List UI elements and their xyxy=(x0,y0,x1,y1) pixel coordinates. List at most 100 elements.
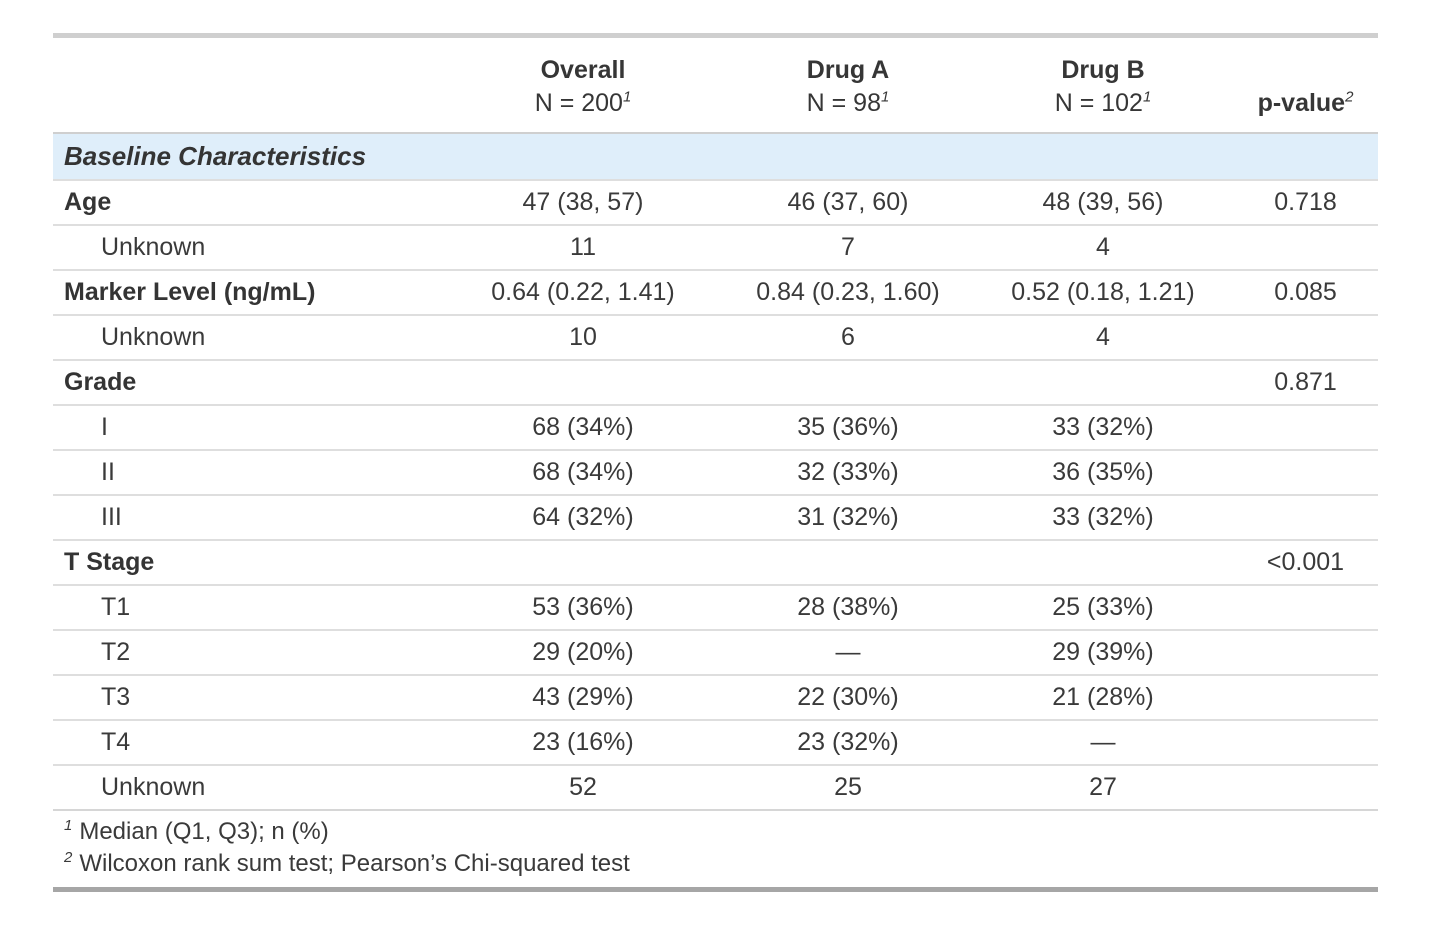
footnote-text: Median (Q1, Q3); n (%) xyxy=(79,818,329,845)
overall-cell: 10 xyxy=(443,314,723,360)
drug-b-cell: 25 (33%) xyxy=(973,584,1233,630)
footnote-mark: 1 xyxy=(622,88,632,106)
drug-a-cell: 46 (37, 60) xyxy=(723,179,973,225)
table-row: III 64 (32%) 31 (32%) 33 (32%) xyxy=(53,494,1378,540)
overall-cell: 29 (20%) xyxy=(443,629,723,675)
table-row: T4 23 (16%) 23 (32%) — xyxy=(53,719,1378,765)
table-row: T1 53 (36%) 28 (38%) 25 (33%) xyxy=(53,584,1378,630)
row-label-cell: I xyxy=(53,404,443,450)
drug-b-cell: — xyxy=(973,719,1233,765)
p-value-cell xyxy=(1233,404,1378,450)
table-row: T2 29 (20%) — 29 (39%) xyxy=(53,629,1378,675)
column-header-overall: Overall N = 2001 xyxy=(443,35,723,134)
table-header: Overall N = 2001 Drug A N = 981 Drug B N… xyxy=(53,35,1378,134)
column-title: Overall xyxy=(540,56,626,84)
stub-header-cell xyxy=(53,35,443,134)
drug-a-cell: — xyxy=(723,629,973,675)
row-label-cell: T2 xyxy=(53,629,443,675)
drug-b-cell: 33 (32%) xyxy=(973,494,1233,540)
drug-b-cell: 21 (28%) xyxy=(973,674,1233,720)
column-subtitle: N = 1021 xyxy=(1054,88,1152,117)
overall-cell: 43 (29%) xyxy=(443,674,723,720)
drug-b-cell xyxy=(973,539,1233,585)
drug-b-cell: 0.52 (0.18, 1.21) xyxy=(973,269,1233,315)
column-header-drug-a: Drug A N = 981 xyxy=(723,35,973,134)
column-header-p-value: p-value2 xyxy=(1233,35,1378,134)
table-row: II 68 (34%) 32 (33%) 36 (35%) xyxy=(53,449,1378,495)
p-value-cell xyxy=(1233,494,1378,540)
table-body: Age 47 (38, 57) 46 (37, 60) 48 (39, 56) … xyxy=(53,179,1378,810)
footnote-mark: 1 xyxy=(1142,88,1152,106)
p-value-cell xyxy=(1233,629,1378,675)
table-row: Unknown 11 7 4 xyxy=(53,224,1378,270)
footnote-mark: 1 xyxy=(881,88,890,106)
drug-a-cell: 28 (38%) xyxy=(723,584,973,630)
drug-a-cell: 23 (32%) xyxy=(723,719,973,765)
drug-b-cell: 4 xyxy=(973,224,1233,270)
overall-cell: 68 (34%) xyxy=(443,449,723,495)
overall-cell: 0.64 (0.22, 1.41) xyxy=(443,269,723,315)
p-value-cell xyxy=(1233,224,1378,270)
footnote-mark: 2 xyxy=(64,849,73,866)
column-subtitle: N = 981 xyxy=(806,88,890,117)
table-row: Age 47 (38, 57) 46 (37, 60) 48 (39, 56) … xyxy=(53,179,1378,225)
footnote-row: 2 Wilcoxon rank sum test; Pearson’s Chi-s… xyxy=(53,848,1378,890)
overall-cell: 64 (32%) xyxy=(443,494,723,540)
row-label-cell: T4 xyxy=(53,719,443,765)
overall-cell xyxy=(443,359,723,405)
drug-a-cell: 25 xyxy=(723,764,973,810)
p-value-cell: <0.001 xyxy=(1233,539,1378,585)
drug-b-cell: 27 xyxy=(973,764,1233,810)
column-title: p-value xyxy=(1257,89,1346,117)
p-value-cell xyxy=(1233,674,1378,720)
group-header-label: Baseline Characteristics xyxy=(53,133,1378,180)
drug-a-cell: 0.84 (0.23, 1.60) xyxy=(723,269,973,315)
drug-a-cell xyxy=(723,539,973,585)
column-title: Drug B xyxy=(1061,56,1145,84)
p-value-cell xyxy=(1233,584,1378,630)
table-footnotes: 1 Median (Q1, Q3); n (%) 2 Wilcoxon rank s… xyxy=(53,809,1378,890)
p-value-cell xyxy=(1233,449,1378,495)
overall-cell: 23 (16%) xyxy=(443,719,723,765)
overall-cell: 47 (38, 57) xyxy=(443,179,723,225)
overall-cell xyxy=(443,539,723,585)
drug-b-cell: 4 xyxy=(973,314,1233,360)
table-row: Unknown 52 25 27 xyxy=(53,764,1378,810)
row-label-cell: Unknown xyxy=(53,224,443,270)
overall-cell: 68 (34%) xyxy=(443,404,723,450)
drug-a-cell xyxy=(723,359,973,405)
column-header-drug-b: Drug B N = 1021 xyxy=(973,35,1233,134)
table-row: T3 43 (29%) 22 (30%) 21 (28%) xyxy=(53,674,1378,720)
row-label-cell: T3 xyxy=(53,674,443,720)
row-label-cell: III xyxy=(53,494,443,540)
row-label-cell: Grade xyxy=(53,359,443,405)
table-row: T Stage <0.001 xyxy=(53,539,1378,585)
drug-a-cell: 22 (30%) xyxy=(723,674,973,720)
footnote-text: Wilcoxon rank sum test; Pearson’s Chi-sq… xyxy=(79,850,630,877)
table-row: I 68 (34%) 35 (36%) 33 (32%) xyxy=(53,404,1378,450)
header-row: Overall N = 2001 Drug A N = 981 Drug B N… xyxy=(53,35,1378,134)
drug-b-cell: 36 (35%) xyxy=(973,449,1233,495)
footnote-row: 1 Median (Q1, Q3); n (%) xyxy=(53,809,1378,848)
drug-a-cell: 6 xyxy=(723,314,973,360)
drug-b-cell xyxy=(973,359,1233,405)
drug-a-cell: 35 (36%) xyxy=(723,404,973,450)
overall-cell: 11 xyxy=(443,224,723,270)
table-row: Unknown 10 6 4 xyxy=(53,314,1378,360)
overall-cell: 53 (36%) xyxy=(443,584,723,630)
column-subtitle: N = 2001 xyxy=(534,88,632,117)
row-label-cell: T1 xyxy=(53,584,443,630)
row-label-cell: Unknown xyxy=(53,314,443,360)
p-value-cell: 0.718 xyxy=(1233,179,1378,225)
row-label-cell: Marker Level (ng/mL) xyxy=(53,269,443,315)
p-value-cell xyxy=(1233,719,1378,765)
row-label-cell: Age xyxy=(53,179,443,225)
drug-a-cell: 31 (32%) xyxy=(723,494,973,540)
p-value-cell xyxy=(1233,764,1378,810)
column-title: Drug A xyxy=(806,56,890,84)
footnote-mark: 1 xyxy=(64,817,73,834)
drug-a-cell: 7 xyxy=(723,224,973,270)
drug-a-cell: 32 (33%) xyxy=(723,449,973,495)
overall-cell: 52 xyxy=(443,764,723,810)
